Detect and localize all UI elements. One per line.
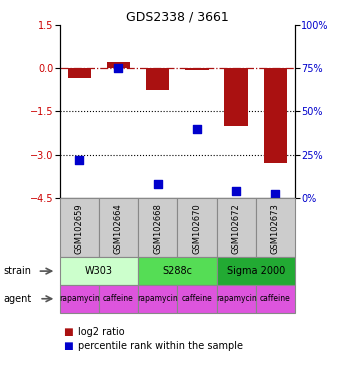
Point bbox=[76, 157, 82, 163]
Text: rapamycin: rapamycin bbox=[216, 294, 256, 303]
Text: GSM102659: GSM102659 bbox=[75, 204, 84, 254]
Text: GSM102672: GSM102672 bbox=[232, 204, 241, 254]
Point bbox=[233, 188, 239, 194]
Text: caffeine: caffeine bbox=[103, 294, 134, 303]
Title: GDS2338 / 3661: GDS2338 / 3661 bbox=[126, 11, 229, 24]
Text: percentile rank within the sample: percentile rank within the sample bbox=[78, 341, 243, 351]
Text: GSM102664: GSM102664 bbox=[114, 204, 123, 254]
Text: Sigma 2000: Sigma 2000 bbox=[227, 266, 285, 276]
Text: log2 ratio: log2 ratio bbox=[78, 327, 125, 337]
Text: GSM102668: GSM102668 bbox=[153, 204, 162, 254]
Text: ■: ■ bbox=[63, 341, 73, 351]
Text: S288c: S288c bbox=[162, 266, 192, 276]
Point bbox=[155, 181, 160, 187]
Point bbox=[194, 126, 199, 132]
Bar bbox=[224, 68, 248, 126]
Point bbox=[116, 65, 121, 71]
Text: strain: strain bbox=[3, 266, 31, 276]
Bar bbox=[68, 68, 91, 78]
Text: GSM102673: GSM102673 bbox=[271, 204, 280, 254]
Text: GSM102670: GSM102670 bbox=[192, 204, 202, 254]
Text: W303: W303 bbox=[85, 266, 113, 276]
Text: rapamycin: rapamycin bbox=[137, 294, 178, 303]
Bar bbox=[146, 68, 169, 90]
Text: agent: agent bbox=[3, 294, 32, 304]
Bar bbox=[107, 62, 130, 68]
Text: ■: ■ bbox=[63, 327, 73, 337]
Text: caffeine: caffeine bbox=[181, 294, 212, 303]
Bar bbox=[185, 68, 209, 70]
Text: rapamycin: rapamycin bbox=[59, 294, 100, 303]
Point bbox=[272, 191, 278, 197]
Bar bbox=[264, 68, 287, 163]
Text: caffeine: caffeine bbox=[260, 294, 291, 303]
